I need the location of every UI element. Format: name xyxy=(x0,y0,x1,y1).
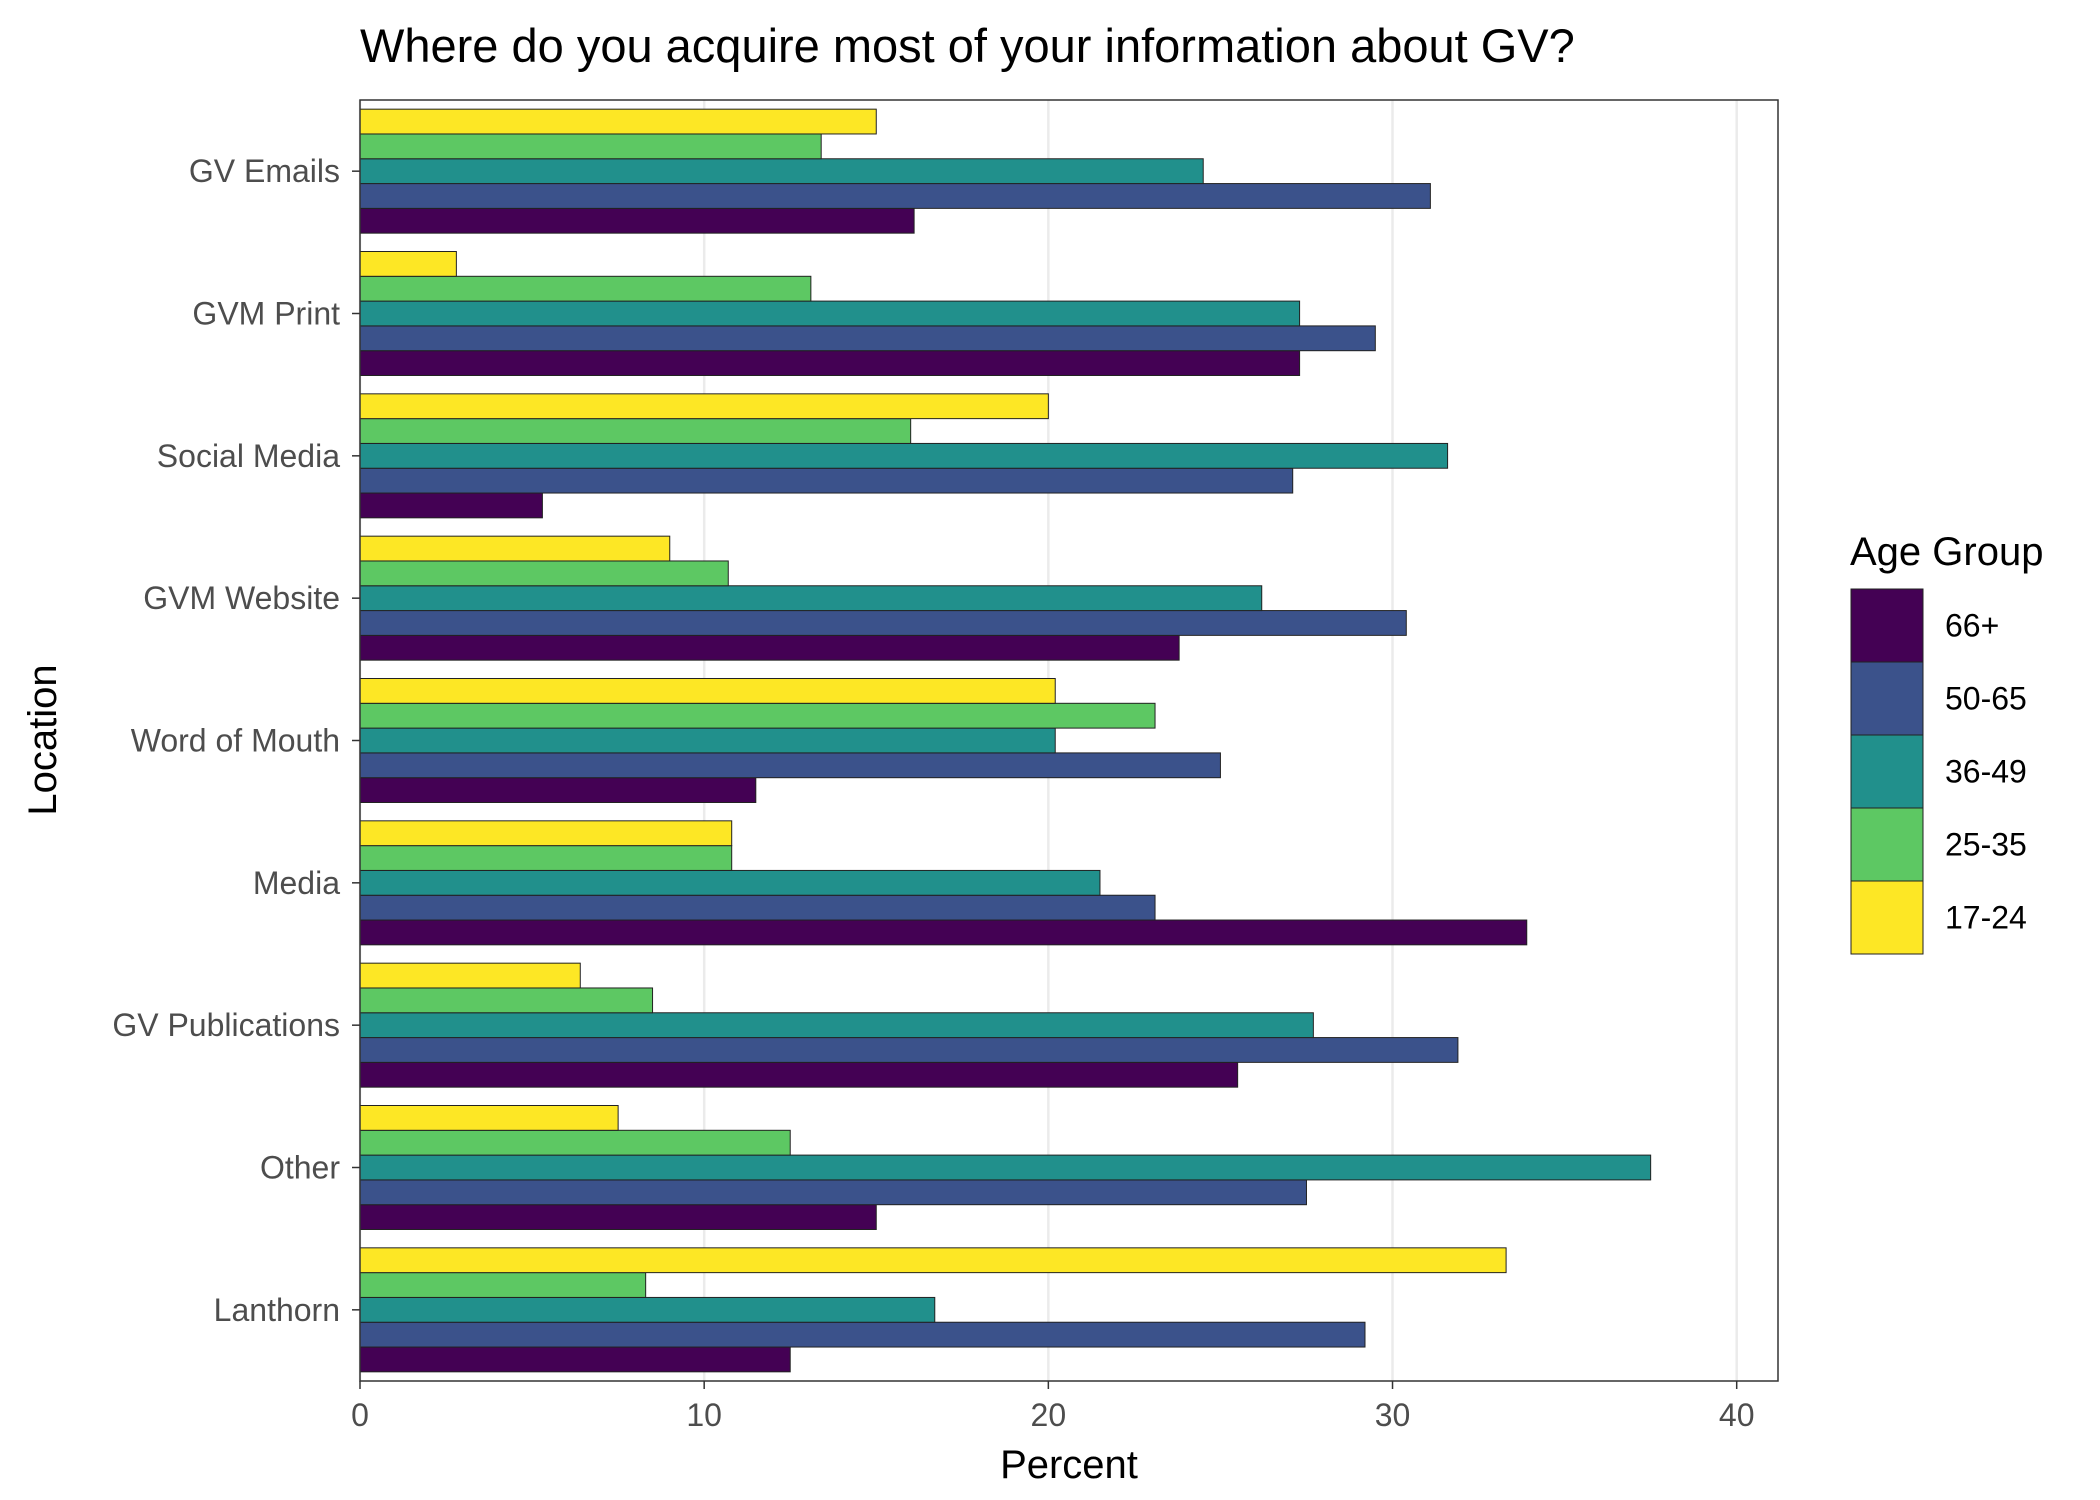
legend-label: 66+ xyxy=(1945,608,1999,644)
bar-other-25-35 xyxy=(359,1129,791,1156)
bar-group-social-media xyxy=(359,393,1449,519)
y-tick-label: GV Emails xyxy=(189,153,340,189)
y-axis-title: Location xyxy=(21,664,65,815)
bar-group-lanthorn xyxy=(359,1247,1507,1373)
bar-group-media xyxy=(359,820,1528,946)
bar-media-50-65 xyxy=(359,894,1156,921)
y-tick-label: Social Media xyxy=(157,438,340,474)
legend-item-17-24: 17-24 xyxy=(1850,880,2027,955)
legend-key xyxy=(1850,734,1924,809)
bar-social-media-25-35 xyxy=(359,418,912,444)
chart-title: Where do you acquire most of your inform… xyxy=(360,19,1575,72)
bar-other-50-65 xyxy=(359,1179,1307,1206)
bar-other-36-49 xyxy=(359,1154,1652,1181)
bar-word-of-mouth-50-65 xyxy=(359,752,1221,779)
bar-social-media-17-24 xyxy=(359,393,1049,420)
legend-label: 17-24 xyxy=(1945,900,2027,936)
y-tick-label: Word of Mouth xyxy=(131,723,340,759)
bar-gvm-website-25-35 xyxy=(359,560,729,587)
bar-social-media-36-49 xyxy=(359,442,1449,469)
bar-word-of-mouth-17-24 xyxy=(359,678,1056,704)
y-axis-ticks: GV Emails GVM Print Social Media GVM Websit… xyxy=(112,153,360,1328)
bar-other-66 xyxy=(359,1204,877,1230)
bar-social-media-66 xyxy=(359,492,543,519)
bar-word-of-mouth-25-35 xyxy=(359,702,1156,729)
bar-group-gvm-website xyxy=(359,535,1407,661)
x-tick-label: 20 xyxy=(1031,1397,1067,1433)
x-axis-title: Percent xyxy=(1000,1443,1138,1487)
bar-group-gv-emails xyxy=(359,108,1431,234)
legend-key xyxy=(1850,588,1924,663)
bar-lanthorn-36-49 xyxy=(359,1296,936,1323)
bar-media-17-24 xyxy=(359,820,733,847)
bar-gv-emails-25-35 xyxy=(359,133,822,160)
bar-gvm-website-17-24 xyxy=(359,535,671,562)
bar-gvm-website-66 xyxy=(359,634,1180,661)
legend-item-66: 66+ xyxy=(1850,588,1999,663)
bar-gvm-print-50-65 xyxy=(359,325,1376,352)
y-tick-label: GVM Website xyxy=(143,580,340,616)
y-tick-label: Other xyxy=(260,1150,340,1186)
y-tick-label: Media xyxy=(253,865,340,901)
bar-media-36-49 xyxy=(359,869,1101,896)
x-tick-label: 0 xyxy=(351,1397,369,1433)
bar-gv-emails-50-65 xyxy=(359,183,1431,209)
bar-lanthorn-25-35 xyxy=(359,1272,647,1298)
bar-gvm-print-66 xyxy=(359,350,1301,377)
bar-group-gv-publications xyxy=(359,962,1459,1088)
bar-gv-publications-17-24 xyxy=(359,962,581,989)
legend-label: 50-65 xyxy=(1945,681,2027,717)
bar-word-of-mouth-66 xyxy=(359,777,757,804)
bar-group-other xyxy=(359,1105,1652,1230)
x-tick-label: 40 xyxy=(1719,1397,1755,1433)
bar-group-gvm-print xyxy=(359,251,1376,377)
legend-label: 25-35 xyxy=(1945,827,2027,863)
y-tick-label: GVM Print xyxy=(192,296,340,332)
legend-title: Age Group xyxy=(1850,530,2043,574)
bar-lanthorn-66 xyxy=(359,1346,791,1373)
legend-items: 66+ 50-65 36-49 25-35 17-24 xyxy=(1850,588,2027,955)
x-tick-label: 10 xyxy=(686,1397,722,1433)
bar-gv-publications-36-49 xyxy=(359,1012,1314,1039)
bar-gvm-print-17-24 xyxy=(359,251,457,277)
bar-word-of-mouth-36-49 xyxy=(359,727,1056,754)
x-tick-label: 30 xyxy=(1375,1397,1411,1433)
bar-gv-emails-36-49 xyxy=(359,158,1204,185)
bar-social-media-50-65 xyxy=(359,467,1294,494)
bar-gvm-website-50-65 xyxy=(359,610,1407,636)
bar-group-word-of-mouth xyxy=(359,678,1221,804)
legend-item-50-65: 50-65 xyxy=(1850,661,2027,736)
bar-gv-emails-17-24 xyxy=(359,108,877,135)
bar-gv-emails-66 xyxy=(359,207,915,234)
legend-label: 36-49 xyxy=(1945,754,2027,790)
bar-gv-publications-50-65 xyxy=(359,1037,1459,1063)
x-axis-ticks: 0 10 20 30 40 xyxy=(351,1381,1754,1433)
legend-item-25-35: 25-35 xyxy=(1850,807,2027,882)
legend-key xyxy=(1850,661,1924,736)
legend-item-36-49: 36-49 xyxy=(1850,734,2027,809)
bar-gv-publications-25-35 xyxy=(359,987,654,1014)
bar-other-17-24 xyxy=(359,1105,619,1131)
bar-lanthorn-17-24 xyxy=(359,1247,1507,1274)
bars xyxy=(359,108,1652,1373)
bar-media-66 xyxy=(359,919,1528,946)
y-tick-label: GV Publications xyxy=(112,1007,340,1043)
bar-gv-publications-66 xyxy=(359,1061,1239,1088)
bar-media-25-35 xyxy=(359,845,733,871)
legend-key xyxy=(1850,880,1924,955)
bar-gvm-website-36-49 xyxy=(359,585,1263,612)
legend: Age Group 66+ 50-65 36-49 25-35 17-24 xyxy=(1850,530,2043,955)
legend-key xyxy=(1850,807,1924,882)
y-tick-label: Lanthorn xyxy=(214,1292,340,1328)
bar-gvm-print-36-49 xyxy=(359,300,1301,327)
bar-gvm-print-25-35 xyxy=(359,275,812,302)
bar-lanthorn-50-65 xyxy=(359,1321,1366,1348)
